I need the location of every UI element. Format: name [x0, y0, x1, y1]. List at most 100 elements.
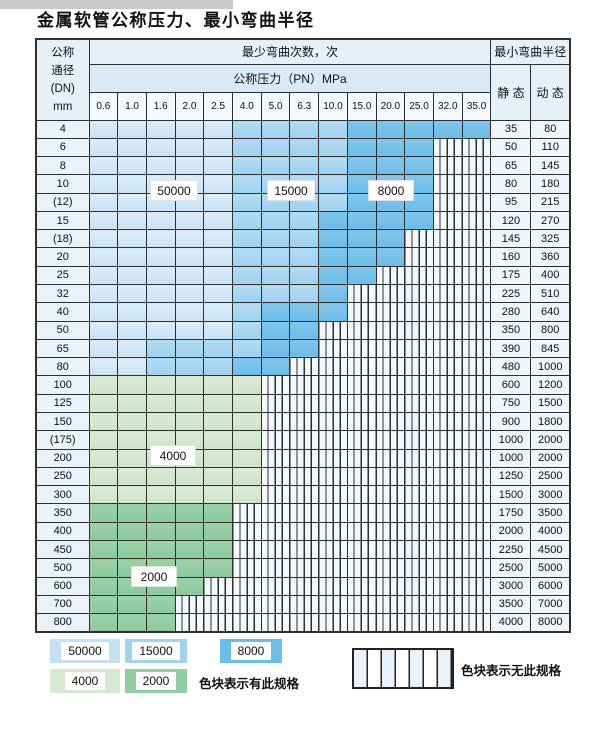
cell-not-available — [260, 558, 291, 578]
static-radius-cell: 95 — [490, 192, 532, 212]
cell-not-available — [404, 284, 434, 304]
cell-not-available — [461, 594, 492, 615]
cell-cycles-2000 — [174, 558, 205, 578]
cell-not-available — [289, 393, 320, 414]
cell-cycles-50000 — [203, 174, 234, 194]
cell-not-available — [432, 284, 463, 304]
cell-cycles-15000 — [145, 338, 176, 359]
cell-cycles-15000 — [232, 284, 262, 304]
pn-value-header: 1.0 — [117, 91, 147, 121]
table-row: 65 390 845 — [35, 338, 571, 359]
cell-not-available — [404, 265, 434, 286]
dn-cell: 250 — [35, 466, 90, 487]
dynamic-radius-cell: 325 — [530, 229, 571, 249]
cell-cycles-50000 — [203, 210, 234, 231]
cell-cycles-15000 — [318, 137, 348, 158]
cell-cycles-15000 — [232, 229, 262, 249]
cell-cycles-15000 — [232, 265, 262, 286]
cell-cycles-50000 — [88, 265, 119, 286]
cell-cycles-50000 — [117, 265, 147, 286]
cell-cycles-8000 — [404, 137, 434, 158]
cell-cycles-2000 — [88, 558, 119, 578]
cell-cycles-4000 — [174, 393, 205, 414]
static-radius-cell: 2500 — [490, 558, 532, 578]
cell-cycles-8000 — [346, 156, 377, 176]
cell-not-available — [404, 393, 434, 414]
cell-cycles-8000 — [346, 137, 377, 158]
cell-cycles-8000 — [318, 229, 348, 249]
cell-cycles-4000 — [88, 411, 119, 432]
cell-cycles-4000 — [117, 485, 147, 505]
table-row: 40 280 640 — [35, 302, 571, 322]
cell-cycles-15000 — [289, 247, 320, 267]
cell-not-available — [260, 375, 291, 395]
cell-not-available — [174, 594, 205, 615]
cell-cycles-8000 — [318, 247, 348, 267]
cell-not-available — [375, 265, 406, 286]
legend-swatch-label: 50000 — [61, 642, 109, 660]
dynamic-radius-cell: 145 — [530, 156, 571, 176]
cell-not-available — [375, 521, 406, 541]
cell-cycles-15000 — [232, 320, 262, 340]
cell-cycles-50000 — [117, 156, 147, 176]
table-row: 300 1500 3000 — [35, 485, 571, 505]
cycles-overlay-label: 4000 — [150, 445, 196, 466]
cell-not-available — [346, 539, 377, 560]
dn-cell: 300 — [35, 485, 90, 505]
cell-cycles-50000 — [145, 210, 176, 231]
dn-cell: 800 — [35, 613, 90, 633]
cycles-overlay-label: 8000 — [368, 180, 414, 201]
cell-cycles-4000 — [117, 448, 147, 468]
cell-not-available — [346, 485, 377, 505]
dynamic-radius-cell: 510 — [530, 284, 571, 304]
cell-cycles-50000 — [88, 137, 119, 158]
cell-cycles-2000 — [88, 594, 119, 615]
cell-not-available — [461, 137, 492, 158]
cell-cycles-15000 — [145, 357, 176, 377]
cell-not-available — [289, 613, 320, 633]
static-radius-cell: 600 — [490, 375, 532, 395]
cell-cycles-15000 — [289, 137, 320, 158]
cell-not-available — [318, 430, 348, 450]
cell-not-available — [260, 448, 291, 468]
table-row: 80 480 1000 — [35, 357, 571, 377]
bend-radius-header: 最小弯曲半径 — [490, 38, 571, 65]
cell-cycles-15000 — [203, 357, 234, 377]
cell-cycles-50000 — [174, 229, 205, 249]
cell-not-available — [232, 503, 262, 523]
cell-cycles-15000 — [232, 210, 262, 231]
pn-value-header: 15.0 — [346, 91, 377, 121]
dn-cell: 50 — [35, 320, 90, 340]
cell-cycles-15000 — [289, 210, 320, 231]
cell-cycles-8000 — [432, 119, 463, 139]
dn-cell: 4 — [35, 119, 90, 139]
cell-cycles-2000 — [88, 539, 119, 560]
dynamic-radius-cell: 6000 — [530, 576, 571, 596]
cell-cycles-4000 — [203, 375, 234, 395]
cell-cycles-15000 — [232, 156, 262, 176]
cell-not-available — [375, 320, 406, 340]
dynamic-radius-cell: 4500 — [530, 539, 571, 560]
cell-cycles-50000 — [174, 137, 205, 158]
cell-not-available — [232, 594, 262, 615]
table-row: 4 35 80 — [35, 119, 571, 139]
cell-cycles-8000 — [375, 210, 406, 231]
cell-cycles-50000 — [174, 247, 205, 267]
cell-not-available — [260, 613, 291, 633]
cell-cycles-15000 — [318, 119, 348, 139]
cell-cycles-50000 — [174, 156, 205, 176]
legend-swatch-50000: 50000 — [50, 639, 120, 663]
dn-cell: 200 — [35, 448, 90, 468]
cell-not-available — [404, 375, 434, 395]
static-radius-cell: 145 — [490, 229, 532, 249]
cell-not-available — [232, 576, 262, 596]
cell-cycles-50000 — [88, 247, 119, 267]
cell-not-available — [404, 485, 434, 505]
dynamic-radius-cell: 270 — [530, 210, 571, 231]
cell-not-available — [318, 576, 348, 596]
cell-cycles-4000 — [174, 411, 205, 432]
cell-cycles-2000 — [88, 503, 119, 523]
dn-cell: 40 — [35, 302, 90, 322]
pn-value-header: 20.0 — [375, 91, 406, 121]
dn-cell: 10 — [35, 174, 90, 194]
